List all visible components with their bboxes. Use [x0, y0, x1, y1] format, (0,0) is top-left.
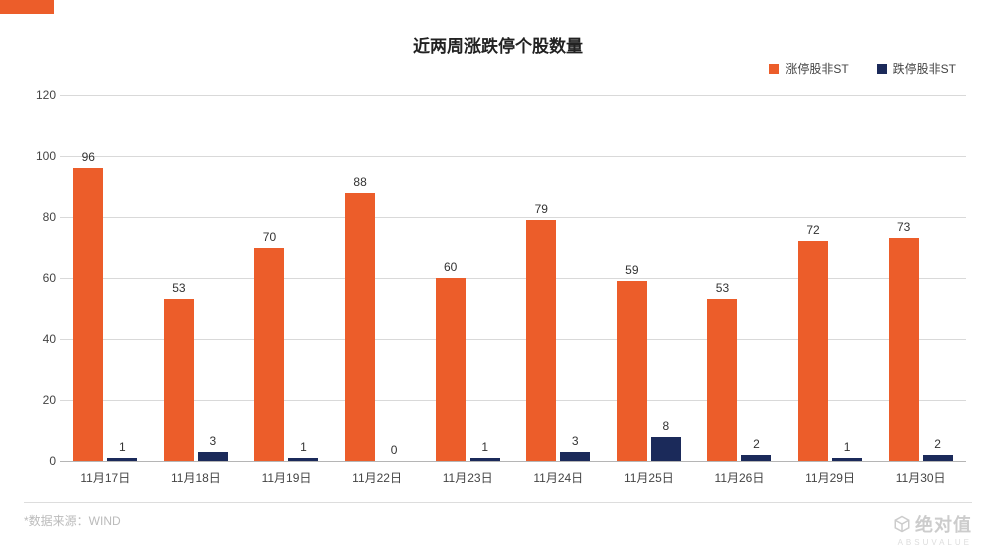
bar-value-label: 2: [934, 437, 941, 455]
legend-label: 涨停股非ST: [785, 60, 848, 77]
legend: 涨停股非ST 跌停股非ST: [769, 60, 956, 77]
x-tick-label: 11月29日: [785, 469, 876, 486]
bar: 79: [526, 220, 556, 461]
bar-value-label: 88: [353, 175, 366, 193]
bar-group: 53 2: [694, 95, 785, 461]
bar: 8: [651, 437, 681, 461]
bar-group: 73 2: [875, 95, 966, 461]
x-tick-label: 11月26日: [694, 469, 785, 486]
bar-value-label: 79: [535, 202, 548, 220]
x-axis-labels: 11月17日11月18日11月19日11月22日11月23日11月24日11月2…: [60, 461, 966, 486]
source-name: WIND: [89, 514, 121, 528]
y-tick-label: 60: [22, 271, 56, 285]
x-tick-label: 11月24日: [513, 469, 604, 486]
bar-value-label: 0: [391, 443, 398, 461]
bar-value-label: 1: [844, 440, 851, 458]
x-tick-label: 11月25日: [604, 469, 695, 486]
bar: 72: [798, 241, 828, 461]
bar-value-label: 72: [806, 223, 819, 241]
x-tick-label: 11月17日: [60, 469, 151, 486]
bar: 60: [436, 278, 466, 461]
bar-value-label: 3: [572, 434, 579, 452]
legend-item: 跌停股非ST: [877, 60, 956, 77]
bar: 59: [617, 281, 647, 461]
legend-label: 跌停股非ST: [893, 60, 956, 77]
chart-title: 近两周涨跌停个股数量: [0, 32, 996, 57]
y-tick-label: 40: [22, 332, 56, 346]
bar: 88: [345, 193, 375, 461]
x-tick-label: 11月23日: [422, 469, 513, 486]
x-tick-label: 11月18日: [151, 469, 242, 486]
bar-groups: 961533701880601793598532721732: [60, 95, 966, 461]
y-axis: 020406080100120: [22, 95, 56, 461]
accent-bar: [0, 0, 54, 14]
watermark-text: 绝对值: [915, 511, 972, 537]
bar-value-label: 8: [663, 419, 670, 437]
bar: 3: [198, 452, 228, 461]
y-tick-label: 0: [22, 454, 56, 468]
bar-value-label: 96: [82, 150, 95, 168]
bar-value-label: 60: [444, 260, 457, 278]
legend-item: 涨停股非ST: [769, 60, 848, 77]
data-source: *数据来源：WIND: [24, 512, 121, 529]
bar-value-label: 59: [625, 263, 638, 281]
bar-value-label: 53: [716, 281, 729, 299]
bar-group: 53 3: [151, 95, 242, 461]
bar: 73: [889, 238, 919, 461]
bar-group: 598: [604, 95, 695, 461]
x-tick-label: 11月22日: [332, 469, 423, 486]
bar-value-label: 70: [263, 230, 276, 248]
legend-swatch: [769, 64, 779, 74]
bar-value-label: 1: [300, 440, 307, 458]
bar-group: 70 1: [241, 95, 332, 461]
bar: 96: [73, 168, 103, 461]
bar-group: 60 1: [422, 95, 513, 461]
watermark-sub: ABSUVALUE: [898, 538, 972, 547]
bar-value-label: 1: [481, 440, 488, 458]
bar-value-label: 73: [897, 220, 910, 238]
bar-value-label: 2: [753, 437, 760, 455]
bar-group: 79 3: [513, 95, 604, 461]
chart-area: 020406080100120 961533701880601793598532…: [60, 95, 966, 461]
bar-value-label: 3: [210, 434, 217, 452]
x-tick-label: 11月19日: [241, 469, 332, 486]
bar: 70: [254, 248, 284, 462]
bar-value-label: 1: [119, 440, 126, 458]
watermark: 绝对值: [893, 511, 972, 537]
source-prefix: *数据来源：: [24, 514, 89, 528]
bar-group: 96 1: [60, 95, 151, 461]
bar: 53: [164, 299, 194, 461]
bar: 53: [707, 299, 737, 461]
y-tick-label: 80: [22, 210, 56, 224]
bar-group: 72 1: [785, 95, 876, 461]
x-tick-label: 11月30日: [875, 469, 966, 486]
y-tick-label: 100: [22, 149, 56, 163]
bar: 3: [560, 452, 590, 461]
bar-value-label: 53: [172, 281, 185, 299]
y-tick-label: 120: [22, 88, 56, 102]
plot: 961533701880601793598532721732 11月17日11月…: [60, 95, 966, 461]
legend-swatch: [877, 64, 887, 74]
bar-group: 88 0: [332, 95, 423, 461]
cube-icon: [893, 515, 911, 533]
y-tick-label: 20: [22, 393, 56, 407]
footer-divider: [24, 502, 972, 503]
